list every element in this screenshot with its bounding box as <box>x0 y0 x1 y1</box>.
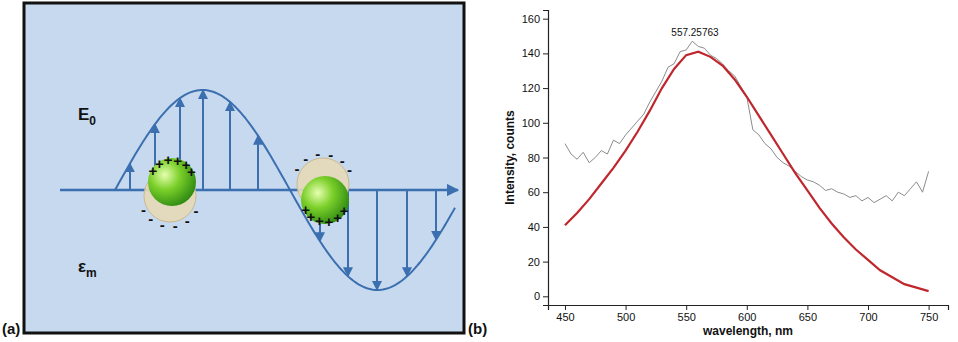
tick-mark <box>543 123 548 124</box>
tick-label: 700 <box>859 311 877 323</box>
charge-sign: - <box>347 161 352 178</box>
field-label-subscript: 0 <box>89 114 96 128</box>
charge-sign: - <box>315 145 320 162</box>
charge-sign: - <box>173 217 178 234</box>
charge-sign: - <box>148 210 153 227</box>
tick-label: 750 <box>920 311 938 323</box>
spectrum-line <box>565 41 929 202</box>
tick-mark <box>543 158 548 159</box>
tick: 600 <box>738 305 756 323</box>
field-arrow <box>435 190 437 240</box>
annotation: 557.25763 <box>671 27 719 38</box>
charge-sign: - <box>193 202 198 219</box>
tick: 650 <box>799 305 817 323</box>
tick: 0 <box>534 290 548 302</box>
tick-label: 20 <box>528 256 540 268</box>
tick: 20 <box>528 256 548 268</box>
fit-line <box>565 52 929 291</box>
tick-mark <box>543 53 548 54</box>
tick-label: 500 <box>617 311 635 323</box>
field-arrow <box>202 90 204 190</box>
panel-label: (b) <box>468 320 487 337</box>
panel-label: (a) <box>2 320 20 337</box>
tick-label: 120 <box>522 82 540 94</box>
tick-label: 160 <box>522 13 540 25</box>
tick: 550 <box>678 305 696 323</box>
tick-mark <box>543 227 548 228</box>
charge-sign: + <box>301 201 310 218</box>
tick-mark <box>686 305 687 310</box>
medium-label-subscript: m <box>86 266 97 280</box>
tick-mark <box>565 305 566 310</box>
x-axis: 450 500 550 600 650 700 750 <box>549 305 949 323</box>
charge-sign: - <box>185 212 190 229</box>
nanoparticle: ++++++------ <box>141 151 198 233</box>
tick-mark <box>929 305 930 310</box>
charge-sign: - <box>340 152 345 169</box>
tick-mark <box>543 19 548 20</box>
field-label-base: E <box>78 105 89 124</box>
y-axis-title: Intensity, counts <box>503 110 517 205</box>
tick: 60 <box>528 186 548 198</box>
tick-label: 450 <box>556 311 574 323</box>
tick-label: 600 <box>738 311 756 323</box>
tick: 500 <box>617 305 635 323</box>
nanoparticle: ------++++++ <box>295 145 352 229</box>
tick: 40 <box>528 221 548 233</box>
charge-sign: + <box>155 155 164 172</box>
tick-mark <box>747 305 748 310</box>
tick-label: 0 <box>534 290 540 302</box>
charge-sign: + <box>164 151 173 168</box>
tick: 450 <box>556 305 574 323</box>
diagram-box <box>24 3 464 333</box>
tick-label: 140 <box>522 47 540 59</box>
tick-mark <box>543 296 548 297</box>
plot-area <box>565 41 929 291</box>
charge-sign: - <box>160 216 165 233</box>
y-axis: 0 20 40 60 80 100 120 140 160 <box>522 11 549 306</box>
tick-label: 80 <box>528 152 540 164</box>
tick-mark <box>626 305 627 310</box>
medium-label: εm <box>78 257 97 280</box>
tick-mark <box>543 88 548 89</box>
tick-label: 60 <box>528 186 540 198</box>
charge-sign: - <box>295 160 300 177</box>
tick: 120 <box>522 82 548 94</box>
charge-sign: - <box>141 201 146 218</box>
tick: 100 <box>522 117 548 129</box>
charge-sign: + <box>315 212 324 229</box>
tick-mark <box>543 262 548 263</box>
tick: 700 <box>859 305 877 323</box>
charge-sign: - <box>328 146 333 163</box>
field-arrow <box>257 136 259 190</box>
field-arrow <box>376 190 378 290</box>
panel-b: 450 500 550 600 650 700 750 0 20 40 60 80 100 120 140 1… <box>503 11 949 339</box>
x-axis-title: wavelength, nm <box>702 324 793 338</box>
field-label: E0 <box>78 105 96 128</box>
tick-label: 650 <box>799 311 817 323</box>
axis-line <box>543 11 549 306</box>
charge-sign: - <box>303 150 308 167</box>
tick-mark <box>868 305 869 310</box>
axis-line <box>549 306 949 311</box>
tick-mark <box>807 305 808 310</box>
tick-mark <box>543 192 548 193</box>
field-arrow <box>129 163 131 190</box>
figure: ++++++------------++++++E0εm(a)(b)450500… <box>0 0 958 342</box>
field-arrow <box>229 102 231 190</box>
charge-sign: + <box>333 209 342 226</box>
charge-sign: + <box>187 163 196 180</box>
tick: 140 <box>522 47 548 59</box>
tick: 160 <box>522 13 548 25</box>
medium-label-base: ε <box>78 257 86 276</box>
tick-label: 40 <box>528 221 540 233</box>
field-arrow <box>406 190 408 276</box>
field-wave <box>115 90 455 290</box>
tick-label: 550 <box>678 311 696 323</box>
charge-sign: + <box>324 213 333 230</box>
panel-a: ++++++------------++++++E0εm <box>24 3 464 333</box>
tick-label: 100 <box>522 117 540 129</box>
tick: 80 <box>528 152 548 164</box>
tick: 750 <box>920 305 938 323</box>
